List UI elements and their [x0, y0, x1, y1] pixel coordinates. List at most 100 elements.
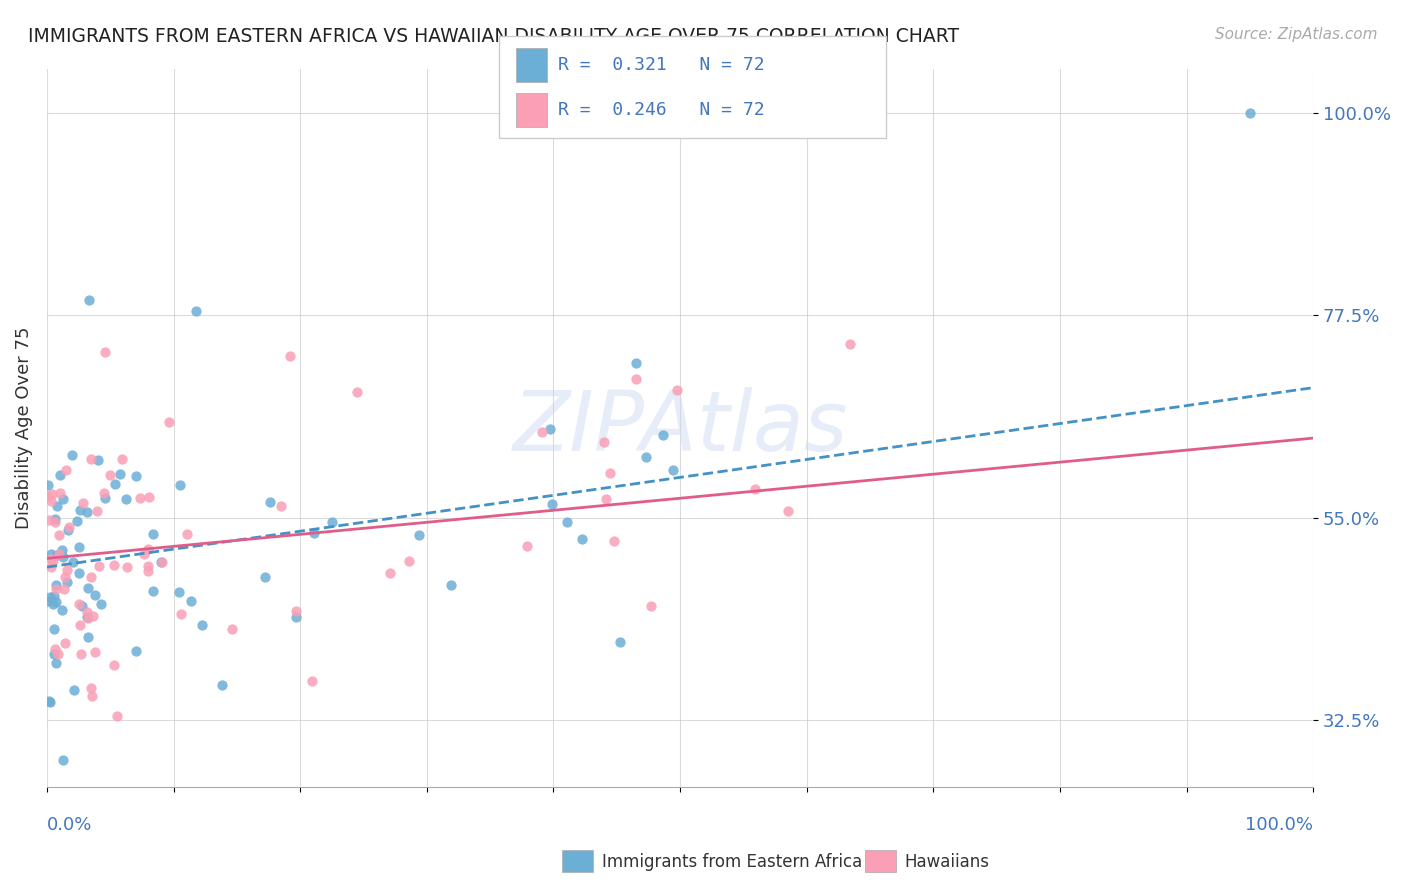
Point: [39, 559, 62, 574]
Point: [44, 641, 66, 656]
Point: [39, 552, 62, 566]
Point: [253, 570, 276, 584]
Point: [125, 644, 148, 658]
Point: [38, 694, 60, 708]
Point: [169, 478, 191, 492]
Point: [45, 578, 67, 592]
Point: [624, 355, 647, 369]
Point: [557, 515, 579, 529]
Point: [136, 558, 159, 573]
Point: [44, 512, 66, 526]
Point: [56, 574, 79, 589]
Point: [46, 647, 69, 661]
Point: [76, 581, 98, 595]
Point: [87, 453, 110, 467]
Point: [270, 499, 292, 513]
Point: [77, 630, 100, 644]
Point: [259, 495, 281, 509]
Point: [666, 383, 689, 397]
Point: [138, 490, 160, 504]
Point: [41, 487, 63, 501]
Point: [45, 499, 67, 513]
Point: [48, 528, 70, 542]
Point: [84, 589, 107, 603]
Point: [69, 503, 91, 517]
Point: [440, 578, 463, 592]
Point: [599, 466, 621, 480]
Point: [100, 467, 122, 482]
Point: [37, 489, 59, 503]
Point: [90, 597, 112, 611]
Point: [66, 514, 89, 528]
Point: [103, 657, 125, 672]
Point: [67, 597, 90, 611]
Point: [83, 645, 105, 659]
Point: [76, 605, 98, 619]
Point: [176, 526, 198, 541]
Point: [67, 540, 90, 554]
Point: [142, 584, 165, 599]
Point: [51, 543, 73, 558]
Point: [51, 603, 73, 617]
Point: [186, 304, 208, 318]
Point: [592, 435, 614, 450]
Point: [77, 293, 100, 308]
Point: [571, 532, 593, 546]
Point: [77, 611, 100, 625]
Point: [1239, 106, 1261, 120]
Point: [531, 425, 554, 440]
Point: [211, 678, 233, 692]
Point: [603, 534, 626, 549]
Point: [302, 525, 325, 540]
Point: [38, 513, 60, 527]
Text: Immigrants from Eastern Africa: Immigrants from Eastern Africa: [602, 853, 862, 871]
Point: [80, 451, 103, 466]
Text: ZIPAtlas: ZIPAtlas: [512, 387, 848, 468]
Point: [48, 547, 70, 561]
Point: [87, 559, 110, 574]
Point: [80, 681, 103, 696]
Point: [651, 427, 673, 442]
Point: [38, 695, 60, 709]
Point: [838, 336, 860, 351]
Text: 0.0%: 0.0%: [46, 815, 93, 834]
Point: [69, 618, 91, 632]
Point: [776, 504, 799, 518]
Point: [538, 422, 561, 436]
Point: [45, 595, 67, 609]
Point: [55, 463, 77, 477]
Point: [49, 468, 72, 483]
Point: [52, 753, 75, 767]
Point: [76, 609, 98, 624]
Point: [170, 607, 193, 621]
Point: [136, 564, 159, 578]
Point: [595, 491, 617, 506]
Point: [108, 467, 131, 481]
Point: [624, 372, 647, 386]
Point: [301, 674, 323, 689]
Point: [142, 527, 165, 541]
Point: [37, 594, 59, 608]
Point: [63, 683, 86, 698]
Point: [516, 539, 538, 553]
Point: [82, 609, 104, 624]
Point: [125, 468, 148, 483]
Y-axis label: Disability Age Over 75: Disability Age Over 75: [15, 326, 32, 529]
Point: [191, 618, 214, 632]
Point: [70, 599, 93, 614]
Point: [115, 491, 138, 506]
Point: [157, 415, 180, 429]
Point: [49, 485, 72, 500]
Point: [45, 582, 67, 597]
Point: [115, 559, 138, 574]
Point: [76, 505, 98, 519]
Point: [58, 519, 80, 533]
Point: [284, 609, 307, 624]
Point: [37, 478, 59, 492]
Point: [44, 515, 66, 529]
Point: [221, 622, 243, 636]
Point: [45, 656, 67, 670]
Point: [609, 635, 631, 649]
Point: [82, 689, 104, 703]
Point: [744, 482, 766, 496]
